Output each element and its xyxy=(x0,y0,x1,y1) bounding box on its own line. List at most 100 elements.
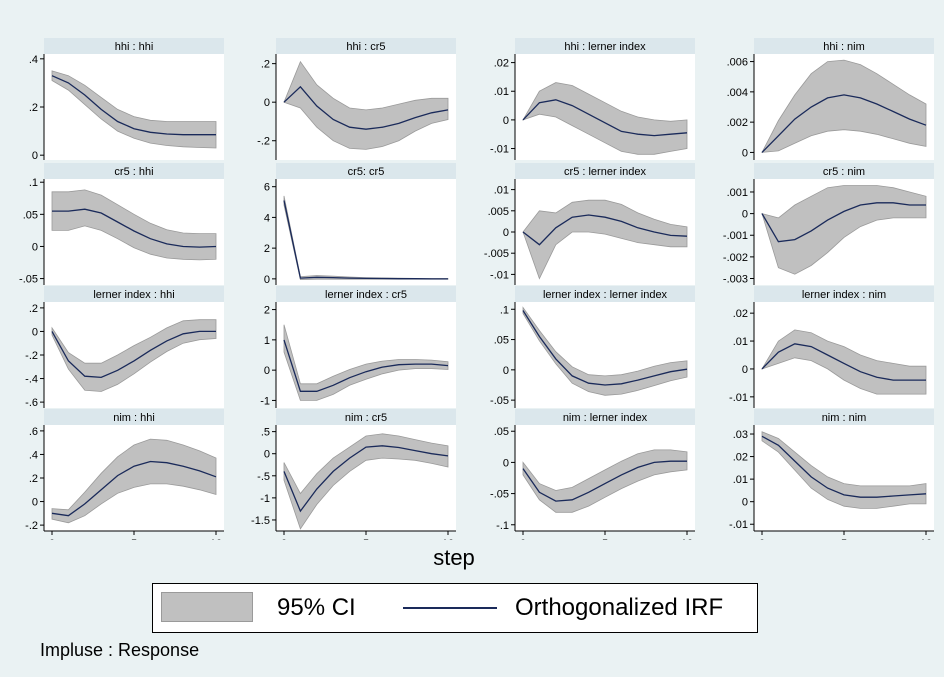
y-tick-label: 0 xyxy=(32,497,38,509)
x-tick-label: 5 xyxy=(841,538,847,540)
y-tick-label: -.05 xyxy=(490,489,509,501)
legend-ci-label: 95% CI xyxy=(277,594,356,621)
panel-title: nim : nim xyxy=(822,412,867,424)
panel-title: hhi : lerner index xyxy=(564,41,646,53)
y-tick-label: 0 xyxy=(32,326,38,338)
panel-title: hhi : cr5 xyxy=(346,41,385,53)
ci-band xyxy=(283,324,449,401)
ci-band xyxy=(51,189,217,261)
panel-header xyxy=(754,38,934,54)
legend: 95% CI Orthogonalized IRF xyxy=(152,583,758,633)
y-tick-label: .4 xyxy=(29,54,38,66)
irf-line xyxy=(51,460,217,517)
y-tick-label: -.01 xyxy=(490,269,509,281)
y-tick-label: .002 xyxy=(727,117,748,129)
x-tick-label: 10 xyxy=(442,538,454,540)
panel: lerner index : cr5 2 1 0 -1 xyxy=(260,286,456,408)
y-tick-label: .02 xyxy=(494,58,509,70)
panel-header xyxy=(276,409,456,425)
irf-line xyxy=(522,214,688,246)
ci-band xyxy=(522,306,688,396)
panel-title: lerner index : cr5 xyxy=(325,289,407,301)
y-tick-label: -.01 xyxy=(490,144,509,156)
y-tick-label: .2 xyxy=(261,59,270,71)
panel-header xyxy=(44,38,224,54)
y-tick-label: -.2 xyxy=(25,520,38,532)
y-tick-label: -.005 xyxy=(484,248,509,260)
y-tick-label: 0 xyxy=(264,97,270,109)
panel-header xyxy=(515,163,695,179)
x-tick-label: 10 xyxy=(210,538,222,540)
panel-header xyxy=(754,163,934,179)
panel-header xyxy=(276,163,456,179)
y-tick-label: 0 xyxy=(742,497,748,509)
panel: nim : lerner index .05 0 -.05 -.1 0 5 10 xyxy=(490,409,695,540)
panel-header xyxy=(276,38,456,54)
y-tick-label: .2 xyxy=(29,102,38,114)
y-tick-label: .01 xyxy=(494,86,509,98)
irf-line xyxy=(761,94,927,153)
y-tick-label: .05 xyxy=(23,209,38,221)
y-tick-label: .1 xyxy=(29,177,38,189)
y-tick-label: .05 xyxy=(494,426,509,438)
y-tick-label: .01 xyxy=(733,474,748,486)
irf-line xyxy=(52,208,217,248)
panel-title: lerner index : nim xyxy=(802,289,886,301)
panel-header xyxy=(515,38,695,54)
y-tick-label: .004 xyxy=(727,87,748,99)
y-tick-label: 0 xyxy=(264,449,270,461)
x-tick-label: 0 xyxy=(520,538,526,540)
panel: cr5 : nim .001 0 -.001 -.002 -.003 xyxy=(723,163,934,286)
irf-line xyxy=(51,75,216,136)
panel: hhi : hhi .4 .2 0 xyxy=(29,38,224,162)
y-tick-label: .4 xyxy=(29,449,38,461)
x-tick-label: 10 xyxy=(681,538,693,540)
irf-line xyxy=(522,99,688,137)
ci-band xyxy=(522,199,688,280)
irf-line xyxy=(761,202,926,243)
y-tick-label: -.01 xyxy=(729,519,748,531)
panel-header xyxy=(515,409,695,425)
x-tick-label: 0 xyxy=(281,538,287,540)
y-tick-label: .5 xyxy=(261,427,270,439)
x-tick-label: 0 xyxy=(759,538,765,540)
panel: hhi : cr5 .2 0 -.2 xyxy=(257,38,456,160)
y-tick-label: .01 xyxy=(733,336,748,348)
panel: nim : nim .03 .02 .01 0 -.01 0 5 10 xyxy=(729,409,934,540)
panel-title: cr5 : nim xyxy=(823,166,865,178)
x-tick-label: 5 xyxy=(602,538,608,540)
panel-header xyxy=(754,286,934,302)
panel-header xyxy=(276,286,456,302)
y-tick-label: -.4 xyxy=(25,374,38,386)
panel-header xyxy=(44,286,224,302)
irf-line xyxy=(283,200,448,280)
panel-header xyxy=(44,163,224,179)
y-tick-label: -1 xyxy=(260,395,270,407)
plot-area xyxy=(276,179,456,285)
panel-header xyxy=(754,409,934,425)
x-axis-label: step xyxy=(433,545,475,570)
panel: hhi : lerner index .02 .01 0 -.01 xyxy=(490,38,695,160)
irf-line xyxy=(761,343,926,381)
y-tick-label: 0 xyxy=(32,241,38,253)
y-tick-label: -1.5 xyxy=(251,515,270,527)
y-tick-label: 0 xyxy=(503,457,509,469)
x-tick-label: 5 xyxy=(363,538,369,540)
panel: cr5 : lerner index .01 .005 0 -.005 -.01 xyxy=(484,163,695,285)
y-tick-label: .2 xyxy=(29,303,38,315)
legend-irf-line xyxy=(403,607,497,609)
y-tick-label: .03 xyxy=(733,429,748,441)
y-tick-label: -.05 xyxy=(490,395,509,407)
y-tick-label: .6 xyxy=(29,426,38,438)
y-tick-label: 0 xyxy=(264,365,270,377)
y-tick-label: .001 xyxy=(727,187,748,199)
panel: nim : cr5 .5 0 -.5 -1 -1.5 0 5 10 xyxy=(251,409,456,540)
irf-line xyxy=(283,85,449,130)
irf-line xyxy=(283,339,449,392)
y-tick-label: 2 xyxy=(264,243,270,255)
impulse-response-note: Impluse : Response xyxy=(40,640,200,660)
x-tick-label: 10 xyxy=(920,538,932,540)
panel: cr5 : hhi .1 .05 0 -.05 xyxy=(19,163,224,286)
ci-band xyxy=(283,60,449,150)
panel-title: cr5 : lerner index xyxy=(564,166,646,178)
